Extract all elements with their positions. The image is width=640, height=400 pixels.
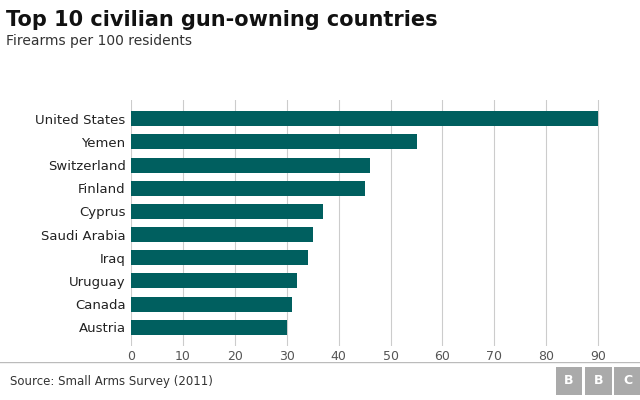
Bar [131,320,287,335]
Text: C: C [623,374,632,388]
Text: Source: Small Arms Survey (2011): Source: Small Arms Survey (2011) [10,374,212,388]
Text: B: B [564,374,573,388]
Bar [131,227,313,242]
Bar [131,204,323,219]
Text: B: B [594,374,603,388]
Bar [131,111,598,126]
Bar [131,250,308,265]
Bar [131,296,292,312]
Text: Top 10 civilian gun-owning countries: Top 10 civilian gun-owning countries [6,10,438,30]
Bar [131,274,297,288]
Text: Firearms per 100 residents: Firearms per 100 residents [6,34,193,48]
Bar [131,158,370,172]
Bar [131,181,365,196]
Bar [131,134,417,150]
